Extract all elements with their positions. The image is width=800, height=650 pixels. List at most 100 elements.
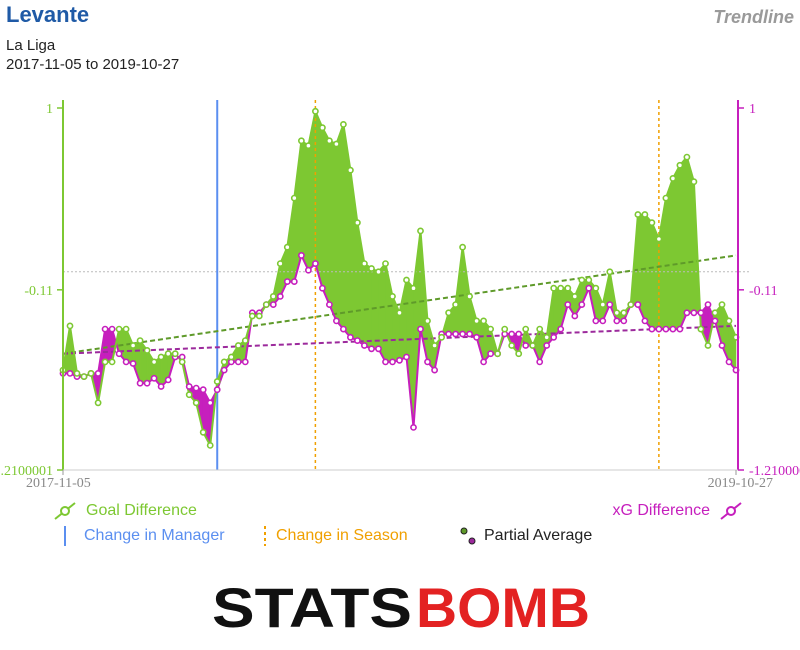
logo-stats-text: STATS <box>212 583 412 631</box>
xg-point <box>445 330 452 338</box>
xg-point <box>410 423 417 431</box>
goal-point <box>655 235 663 243</box>
fill-segment <box>343 124 351 339</box>
goal-point <box>501 325 509 333</box>
xg-point <box>368 345 375 353</box>
goal-point <box>199 428 207 436</box>
xg-point <box>375 345 382 353</box>
right-tick-label: -1.2100001 <box>749 464 800 479</box>
goal-point <box>494 350 501 358</box>
xg-point <box>318 284 326 292</box>
goal-point <box>599 301 607 308</box>
league-name: La Liga <box>6 37 56 54</box>
xg-point <box>185 383 193 390</box>
page-title: Levante <box>6 2 90 27</box>
xg-point <box>304 266 312 274</box>
xg-point <box>311 260 319 267</box>
goal-point <box>375 268 382 276</box>
goal-point <box>606 268 614 276</box>
partial-average-icon <box>460 527 476 545</box>
goal-point <box>360 260 368 267</box>
goal-point <box>213 378 221 385</box>
goal-point <box>634 211 642 218</box>
goal-point <box>353 219 361 227</box>
goal-point <box>571 292 579 300</box>
goal-point <box>543 333 551 341</box>
goal-point <box>220 358 228 366</box>
xg-point <box>360 342 368 349</box>
xg-point <box>424 358 431 366</box>
goal-point <box>627 301 635 308</box>
left-tick-label: 1 <box>46 102 53 117</box>
xg-trendline <box>62 324 737 355</box>
xg-point <box>466 330 473 338</box>
legend-manager[interactable]: Change in Manager <box>62 525 225 547</box>
goal-point <box>122 325 130 333</box>
xg-point <box>150 374 158 382</box>
xg-point <box>206 399 214 407</box>
goal-point <box>557 284 565 292</box>
goal-point <box>136 337 144 344</box>
date-range: 2017-11-05 to 2019-10-27 <box>6 56 180 73</box>
goal-point <box>410 284 417 292</box>
goal-point <box>515 350 523 358</box>
xg-point <box>508 330 516 338</box>
goal-point <box>424 317 431 325</box>
fill-segment <box>329 140 337 322</box>
xg-point <box>297 251 305 259</box>
goal-point <box>171 350 179 358</box>
goal-point <box>711 309 719 317</box>
goal-point <box>508 342 516 349</box>
goal-point <box>396 309 403 317</box>
fill-segment <box>364 263 372 350</box>
goal-point <box>87 369 95 377</box>
xg-point <box>283 278 291 285</box>
xg-point <box>515 330 523 338</box>
xg-point <box>473 333 480 341</box>
xg-point <box>704 301 712 308</box>
xg-point <box>557 325 565 333</box>
legend-partial-average[interactable]: Partial Average <box>458 524 592 548</box>
goal-point <box>550 284 558 292</box>
xg-point <box>417 325 424 333</box>
xg-point <box>276 292 284 300</box>
xg-point <box>578 301 586 308</box>
difference-fill <box>62 111 737 446</box>
fill-segment <box>672 165 681 330</box>
goal-point <box>620 309 628 317</box>
xg-point <box>711 317 719 325</box>
legend-season[interactable]: Change in Season <box>262 525 408 547</box>
fill-segment <box>104 328 113 363</box>
xg-point <box>269 301 277 308</box>
xg-point <box>683 309 691 317</box>
goal-point <box>431 342 438 349</box>
legend-goal[interactable]: Goal Difference <box>52 500 197 522</box>
series-points <box>59 107 740 449</box>
xg-point <box>101 325 109 333</box>
goal-point <box>178 358 186 366</box>
goal-point <box>382 260 389 267</box>
goal-point <box>150 358 158 366</box>
fill-segment <box>308 111 316 271</box>
xg-point <box>648 325 656 333</box>
goal-point <box>459 243 466 251</box>
goal-point <box>206 441 214 449</box>
xg-point <box>122 358 130 366</box>
xg-point <box>353 337 361 344</box>
xg-point <box>241 358 249 366</box>
reference-lines <box>63 100 750 470</box>
legend-xg[interactable]: xG Difference <box>612 500 744 522</box>
goal-point <box>445 309 452 317</box>
goal-point <box>564 284 572 292</box>
xg-point <box>550 333 558 341</box>
xg-point <box>620 317 628 325</box>
goal-point <box>185 391 193 399</box>
xg-point <box>697 309 705 317</box>
goal-point <box>585 276 593 284</box>
goal-point <box>389 292 396 300</box>
left-tick-label: -1.2100001 <box>0 464 53 479</box>
goal-point <box>80 373 88 380</box>
xg-point <box>143 379 151 387</box>
goal-point <box>290 194 298 202</box>
xg-point <box>234 358 242 366</box>
